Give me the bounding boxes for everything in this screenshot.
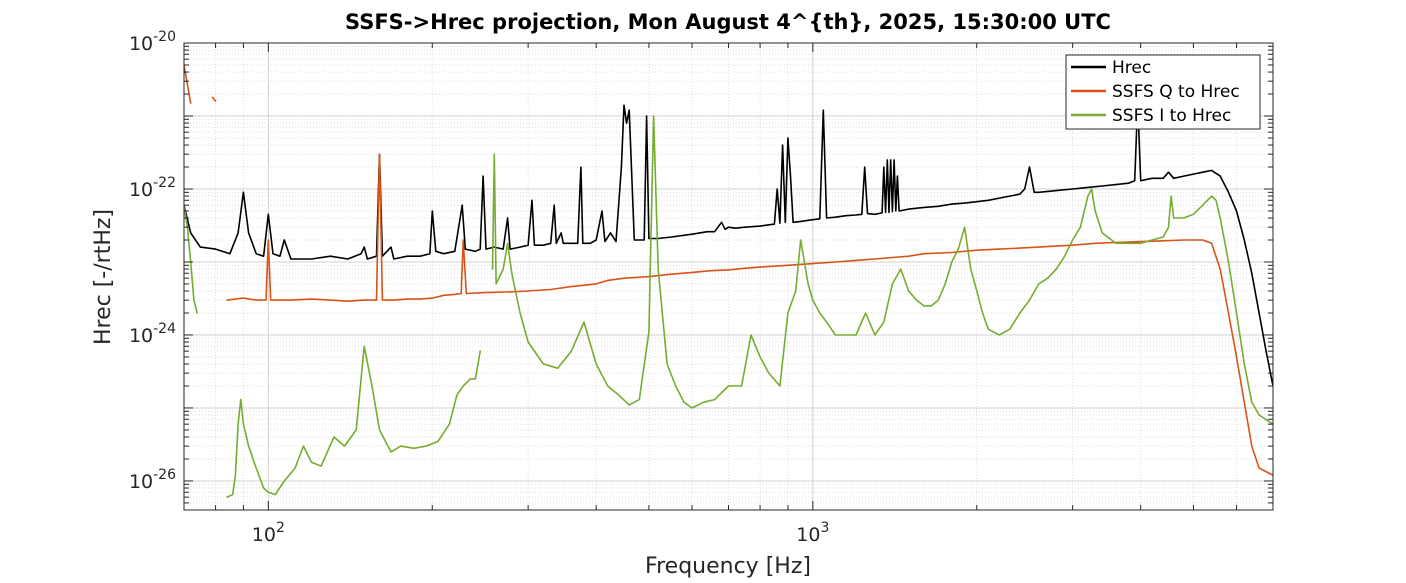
legend-label-ssfs-i-to-hrec: SSFS I to Hrec — [1112, 106, 1231, 126]
y-tick-label: 10-20 — [129, 29, 176, 55]
legend-label-hrec: Hrec — [1112, 58, 1151, 78]
y-tick-exponent: -22 — [153, 175, 176, 191]
x-tick-base: 10 — [796, 524, 820, 546]
axis-ticks — [183, 42, 1274, 511]
y-tick-base: 10 — [129, 179, 153, 201]
y-axis-label: Hrec [-/rtHz] — [91, 209, 116, 345]
chart-title: SSFS->Hrec projection, Mon August 4^{th}… — [345, 10, 1111, 34]
legend-label-ssfs-q-to-hrec: SSFS Q to Hrec — [1112, 82, 1240, 102]
x-axis-label: Frequency [Hz] — [645, 554, 811, 579]
x-tick-labels: 102 103 — [252, 520, 830, 546]
x-tick-label: 103 — [796, 520, 829, 546]
y-tick-label: 10-26 — [129, 467, 176, 493]
y-tick-base: 10 — [129, 471, 153, 493]
y-tick-exponent: -24 — [153, 321, 176, 337]
y-tick-label: 10-24 — [129, 321, 176, 347]
x-tick-exponent: 2 — [276, 520, 285, 536]
series-line-hrec — [184, 100, 1273, 387]
series-layer — [184, 64, 1273, 498]
y-tick-exponent: -20 — [153, 29, 176, 45]
x-tick-base: 10 — [252, 524, 276, 546]
y-tick-label: 10-22 — [129, 175, 176, 201]
y-tick-base: 10 — [129, 33, 153, 55]
x-tick-exponent: 3 — [820, 520, 829, 536]
y-tick-exponent: -26 — [153, 467, 176, 483]
y-tick-base: 10 — [129, 325, 153, 347]
legend[interactable]: Hrec SSFS Q to Hrec SSFS I to Hrec — [1065, 54, 1261, 130]
series-line-ssfs-q-to-hrec — [184, 64, 1273, 476]
x-tick-label: 102 — [252, 520, 285, 546]
